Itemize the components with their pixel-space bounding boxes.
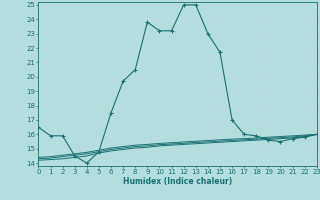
X-axis label: Humidex (Indice chaleur): Humidex (Indice chaleur) <box>123 177 232 186</box>
